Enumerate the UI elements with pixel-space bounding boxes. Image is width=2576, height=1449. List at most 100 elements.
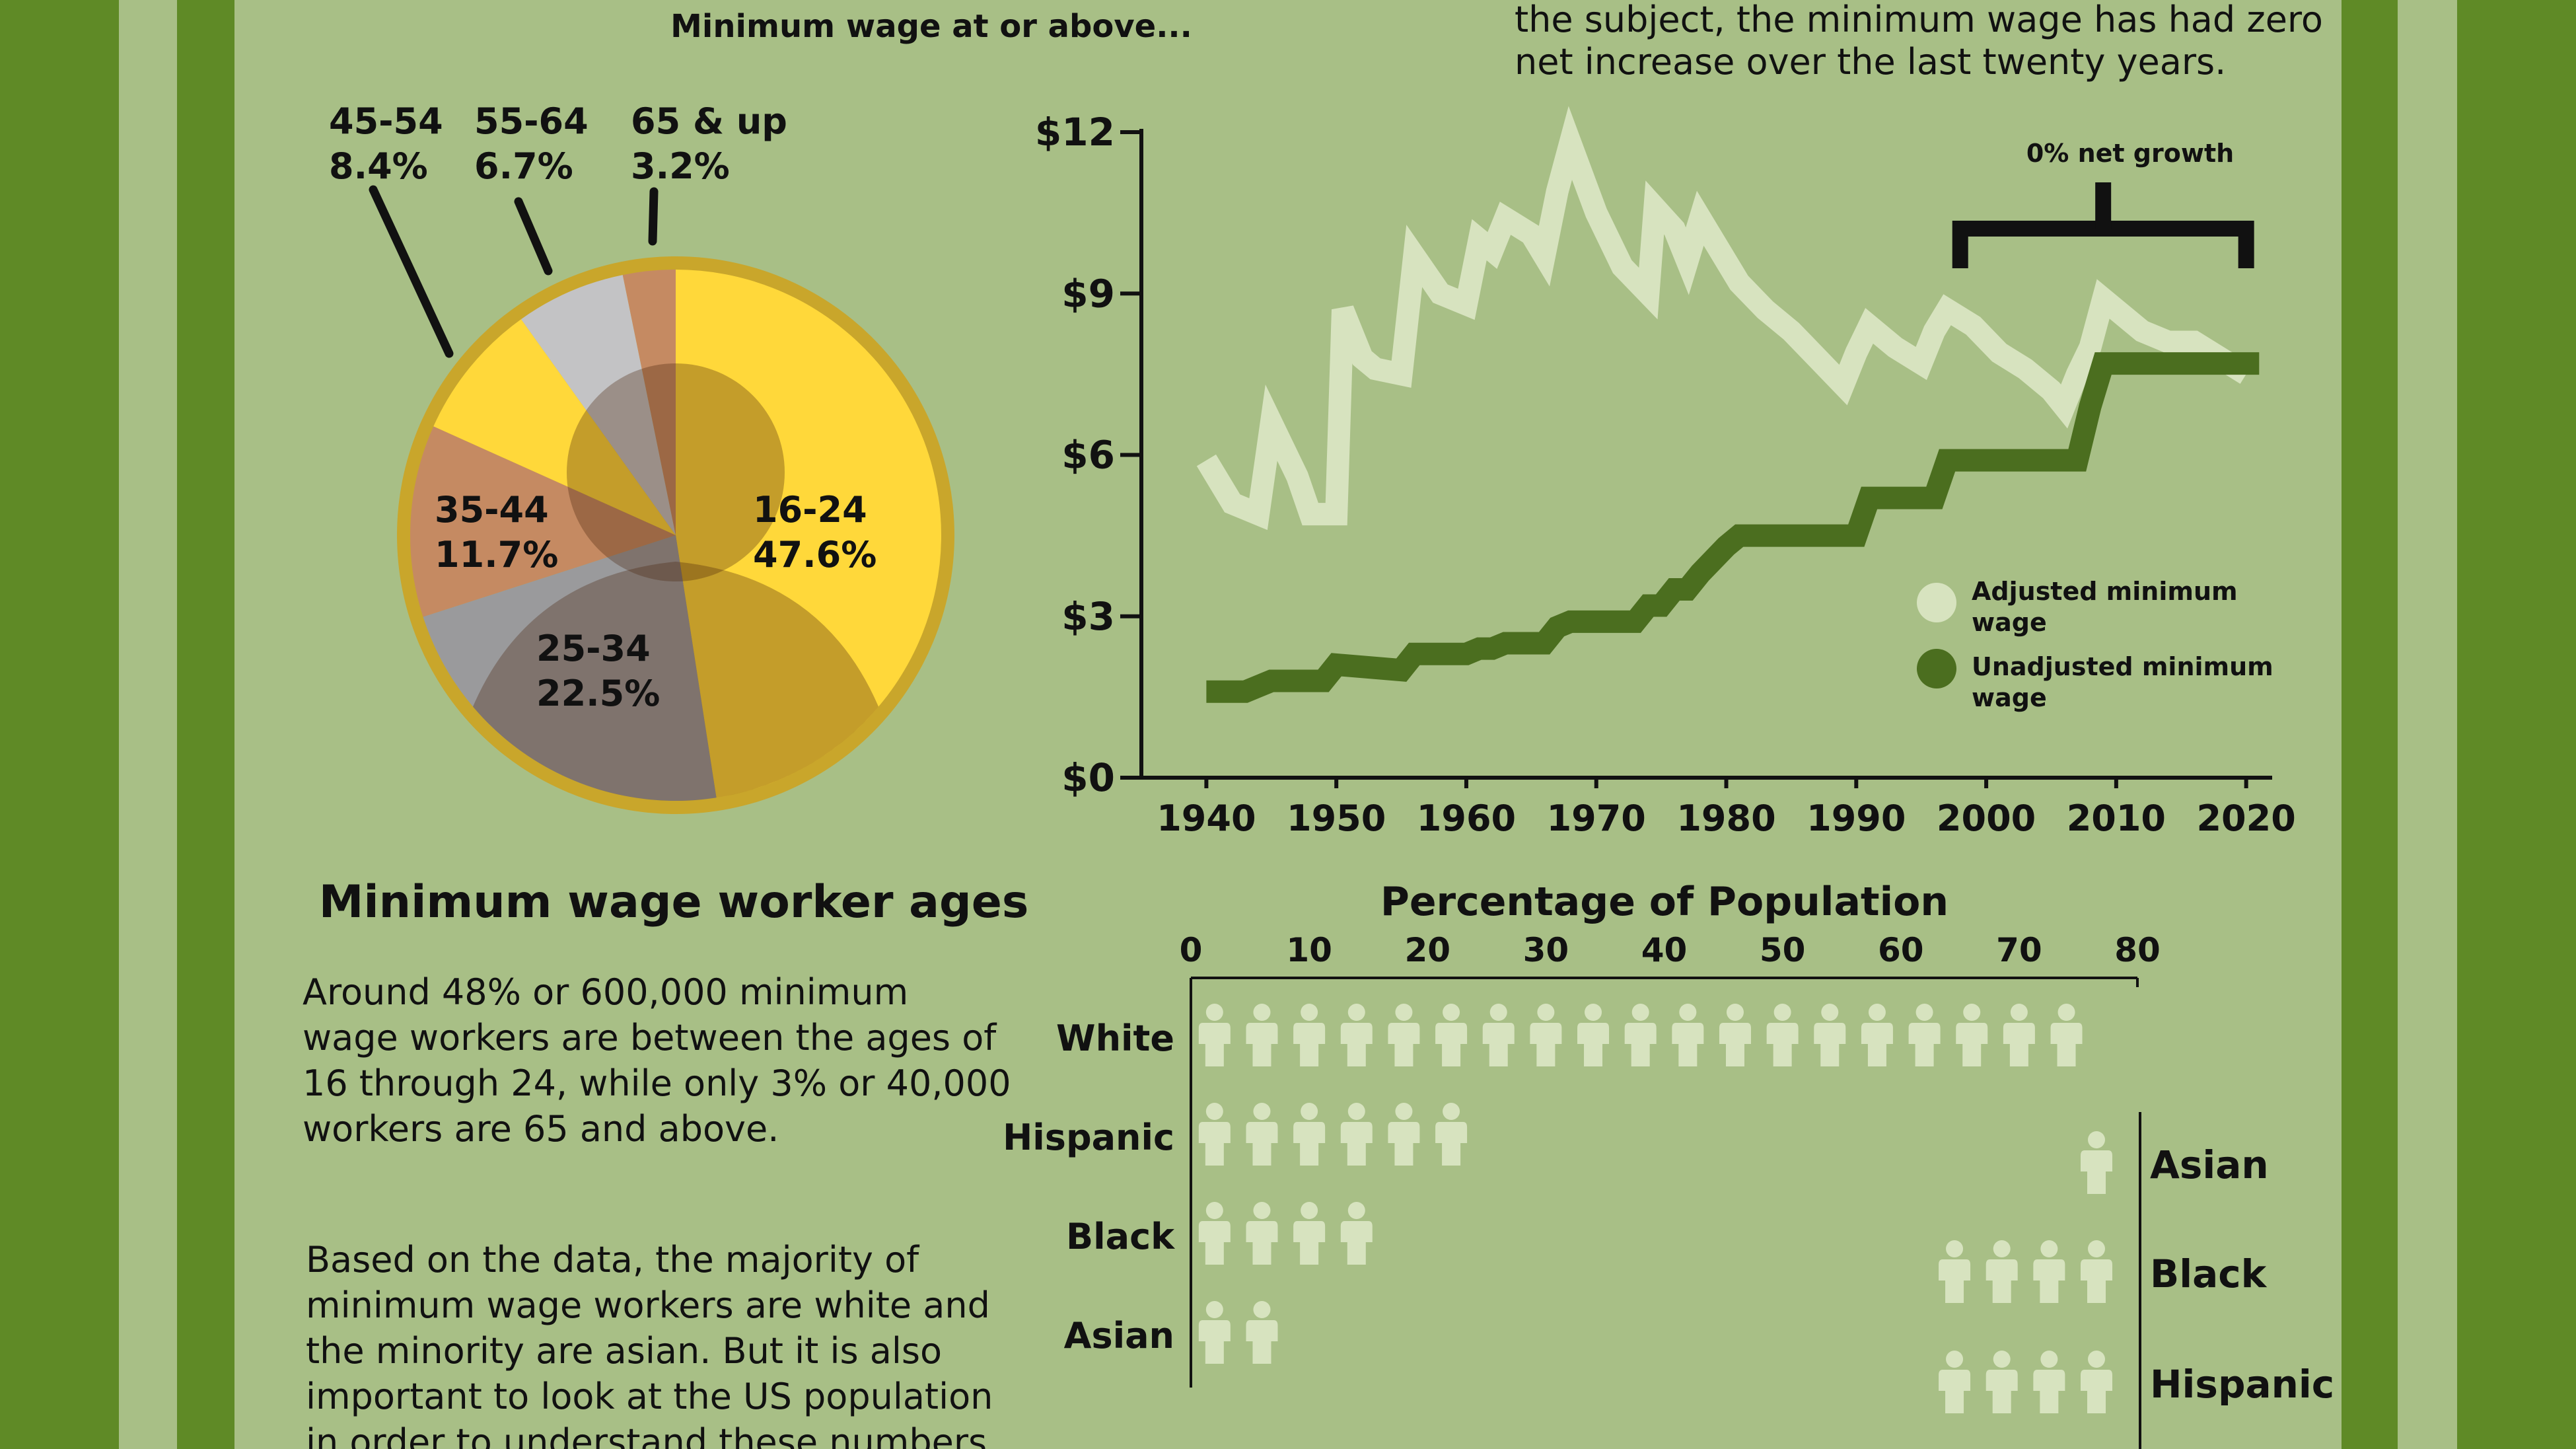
leader-line-45-54 bbox=[369, 185, 454, 358]
x-tick-label: 1990 bbox=[1807, 798, 1906, 839]
pie-chart: 16-24 47.6% 25-34 22.5% 35-44 11.7% 45-5… bbox=[329, 100, 954, 814]
picto-x-tick-label: 70 bbox=[1996, 931, 2042, 969]
picto-label-hispanic: Hispanic bbox=[1003, 1117, 1174, 1158]
person-icon bbox=[1246, 1301, 1278, 1364]
silhouette-head bbox=[567, 363, 785, 581]
series-unadjusted-minimum-wage bbox=[1206, 352, 2260, 703]
pie-label-35-44-pct: 11.7% bbox=[435, 534, 558, 576]
pie-label-16-24-age: 16-24 bbox=[753, 489, 867, 531]
ages-line-1: Around 48% or 600,000 minimum bbox=[303, 971, 908, 1013]
picto-right-label-asian: Asian bbox=[2150, 1142, 2269, 1187]
race-paragraph: Based on the data, the majority of minim… bbox=[306, 1239, 998, 1449]
picto-x-tick-label: 10 bbox=[1286, 931, 1332, 969]
person-icon bbox=[1340, 1103, 1373, 1166]
bracket-arm bbox=[1952, 221, 2254, 268]
pie-heading: Minimum wage at or above... bbox=[670, 8, 1192, 45]
person-icon bbox=[1340, 1004, 1373, 1066]
person-icon bbox=[1624, 1004, 1657, 1066]
person-icon bbox=[2003, 1004, 2035, 1066]
x-tick-label: 1960 bbox=[1417, 798, 1516, 839]
pie-label-55-64-pct: 6.7% bbox=[474, 145, 573, 187]
left-border-light bbox=[119, 0, 177, 1449]
race-line-4: important to look at the US population bbox=[306, 1376, 993, 1417]
person-icon bbox=[1198, 1301, 1231, 1364]
legend-unadjusted-label-line2: wage bbox=[1972, 683, 2047, 712]
person-icon bbox=[2081, 1351, 2112, 1413]
silhouette-shoulders bbox=[445, 562, 907, 801]
picto-x-tick-label: 0 bbox=[1180, 931, 1203, 969]
picto-right-label-black: Black bbox=[2150, 1251, 2268, 1296]
ages-paragraph: Around 48% or 600,000 minimum wage worke… bbox=[303, 971, 1011, 1150]
person-icon bbox=[1293, 1004, 1326, 1066]
pie-label-25-34-pct: 22.5% bbox=[536, 673, 660, 714]
person-icon bbox=[1766, 1004, 1799, 1066]
person-icon bbox=[1908, 1004, 1941, 1066]
person-icon bbox=[1861, 1004, 1893, 1066]
person-icon bbox=[1246, 1103, 1278, 1166]
left-border-dark bbox=[0, 0, 119, 1449]
person-icon bbox=[1577, 1004, 1610, 1066]
picto-x-tick-label: 60 bbox=[1878, 931, 1924, 969]
y-tick-label: $3 bbox=[1061, 594, 1115, 639]
person-icon bbox=[1435, 1004, 1468, 1066]
pie-slice-65-up bbox=[622, 270, 676, 535]
x-tick-label: 1940 bbox=[1157, 798, 1256, 839]
person-icon bbox=[2050, 1004, 2083, 1066]
person-icon bbox=[1293, 1103, 1326, 1166]
ages-line-3: 16 through 24, while only 3% or 40,000 bbox=[303, 1062, 1011, 1104]
pie-slice-45-54 bbox=[433, 319, 676, 535]
x-tick-label: 1970 bbox=[1547, 798, 1646, 839]
race-line-5: in order to understand these numbers. bbox=[306, 1421, 998, 1449]
y-tick-label: $12 bbox=[1035, 110, 1115, 155]
person-icon bbox=[1956, 1004, 1988, 1066]
picto-title: Percentage of Population bbox=[1380, 879, 1949, 925]
pie-person-silhouette bbox=[445, 363, 907, 801]
person-icon bbox=[1986, 1240, 2018, 1303]
population-pictograph: Percentage of Population 0 10 20 30 40 50 60 70… bbox=[1003, 879, 2334, 1449]
line-intro-line1: the subject, the minimum wage has had ze… bbox=[1515, 0, 2323, 40]
pie-labels: 16-24 47.6% 25-34 22.5% 35-44 11.7% 45-5… bbox=[329, 100, 877, 714]
pie-title: Minimum wage worker ages bbox=[319, 876, 1029, 928]
net-growth-bracket bbox=[1952, 182, 2254, 268]
x-tick-label: 1950 bbox=[1287, 798, 1386, 839]
y-tick-label: $6 bbox=[1061, 433, 1115, 478]
x-tick-label: 2010 bbox=[2067, 798, 2166, 839]
person-icon bbox=[1435, 1103, 1468, 1166]
person-icon bbox=[1388, 1103, 1420, 1166]
legend-unadjusted-label-line1: Unadjusted minimum bbox=[1972, 652, 2273, 681]
person-icon bbox=[1198, 1202, 1231, 1265]
legend-adjusted-swatch bbox=[1917, 583, 1956, 622]
legend-unadjusted-swatch bbox=[1917, 649, 1956, 688]
person-icon bbox=[1388, 1004, 1420, 1066]
x-tick-label: 1980 bbox=[1676, 798, 1775, 839]
leader-line-55-64 bbox=[514, 197, 553, 276]
picto-label-white: White bbox=[1056, 1018, 1174, 1059]
person-icon bbox=[2033, 1351, 2065, 1413]
pie-label-35-44-age: 35-44 bbox=[435, 489, 549, 531]
ages-line-2: wage workers are between the ages of bbox=[303, 1017, 997, 1059]
pie-label-55-64-age: 55-64 bbox=[474, 100, 589, 142]
right-border-inner bbox=[2342, 0, 2398, 1449]
x-tick-label: 2020 bbox=[2196, 798, 2295, 839]
line-legend: Adjusted minimum wage Unadjusted minimum… bbox=[1917, 577, 2273, 712]
person-icon bbox=[1198, 1103, 1231, 1166]
race-line-1: Based on the data, the majority of bbox=[306, 1239, 920, 1281]
person-icon bbox=[1986, 1351, 2018, 1413]
person-icon bbox=[2081, 1240, 2112, 1303]
picto-x-tick-label: 20 bbox=[1404, 931, 1450, 969]
x-tick-label: 2000 bbox=[1937, 798, 2036, 839]
person-icon bbox=[1246, 1004, 1278, 1066]
pie-label-45-54-age: 45-54 bbox=[329, 100, 443, 142]
person-icon bbox=[1719, 1004, 1751, 1066]
pie-label-65-up-pct: 3.2% bbox=[631, 145, 730, 187]
person-icon bbox=[2081, 1131, 2112, 1194]
person-icon bbox=[1814, 1004, 1846, 1066]
y-tick-label: $0 bbox=[1061, 755, 1115, 800]
picto-label-asian: Asian bbox=[1064, 1315, 1174, 1356]
pie-slice-55-64 bbox=[520, 275, 676, 535]
person-icon bbox=[1672, 1004, 1704, 1066]
picto-x-tick-label: 40 bbox=[1641, 931, 1688, 969]
picto-x-tick-label: 30 bbox=[1523, 931, 1569, 969]
race-line-3: the minority are asian. But it is also bbox=[306, 1330, 942, 1372]
